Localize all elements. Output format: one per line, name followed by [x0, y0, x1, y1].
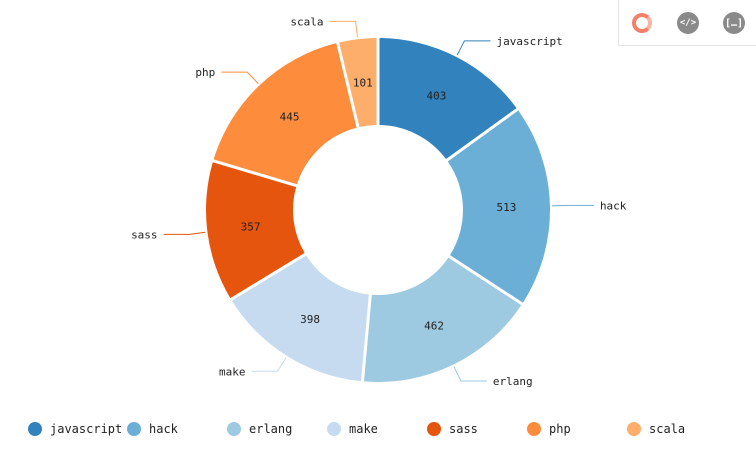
slice-php[interactable]	[213, 43, 357, 185]
leader-line-make	[251, 357, 287, 372]
legend-swatch	[527, 422, 541, 436]
legend-label: erlang	[249, 422, 293, 436]
legend-label: sass	[449, 422, 478, 436]
legend-label: make	[349, 422, 378, 436]
leader-line-erlang	[453, 366, 487, 382]
chart-legend: javascript hack erlang make sass php scala	[0, 418, 756, 440]
value-label-javascript: 403	[427, 90, 447, 103]
leader-line-javascript	[456, 40, 491, 56]
leader-line-sass	[163, 231, 206, 235]
slice-javascript[interactable]	[379, 38, 517, 160]
json-icon[interactable]: […]	[723, 12, 745, 34]
slice-sass[interactable]	[206, 162, 305, 299]
category-label-scala: scala	[290, 15, 323, 28]
slice-make[interactable]	[231, 255, 369, 382]
legend-item-make[interactable]: make	[327, 418, 378, 440]
slice-erlang[interactable]	[363, 257, 522, 383]
legend-swatch	[427, 422, 441, 436]
legend-swatch	[327, 422, 341, 436]
code-icon[interactable]: </>	[677, 12, 699, 34]
category-label-make: make	[219, 365, 246, 378]
legend-swatch	[28, 422, 42, 436]
value-label-sass: 357	[241, 220, 261, 233]
legend-item-scala[interactable]: scala	[627, 418, 685, 440]
legend-label: hack	[149, 422, 178, 436]
chart-toolbar: </> […]	[618, 0, 756, 46]
slices-group	[206, 38, 551, 383]
category-label-sass: sass	[131, 228, 158, 241]
category-label-php: php	[195, 66, 215, 79]
category-label-hack: hack	[600, 199, 627, 212]
legend-item-javascript[interactable]: javascript	[28, 418, 122, 440]
value-label-make: 398	[300, 313, 320, 326]
value-label-scala: 101	[353, 76, 373, 89]
legend-swatch	[227, 422, 241, 436]
legend-item-sass[interactable]: sass	[427, 418, 478, 440]
slice-scala[interactable]	[339, 38, 377, 128]
legend-label: javascript	[50, 422, 123, 436]
category-label-erlang: erlang	[493, 375, 533, 388]
legend-swatch	[127, 422, 141, 436]
legend-label: php	[549, 422, 571, 436]
legend-swatch	[627, 422, 641, 436]
value-label-php: 445	[280, 111, 300, 124]
donut-chart-icon[interactable]	[632, 13, 652, 33]
leader-line-php	[221, 71, 259, 85]
legend-label: scala	[649, 422, 686, 436]
legend-item-php[interactable]: php	[527, 418, 571, 440]
leader-line-scala	[329, 20, 358, 38]
legend-item-hack[interactable]: hack	[127, 418, 178, 440]
slice-hack[interactable]	[447, 110, 551, 303]
value-label-erlang: 462	[424, 320, 444, 333]
category-label-javascript: javascript	[496, 35, 562, 48]
value-label-hack: 513	[497, 201, 517, 214]
labels-group: 403 javascript 513 hack 462 erlang 398 make 357 s…	[131, 15, 627, 388]
legend-item-erlang[interactable]: erlang	[227, 418, 292, 440]
